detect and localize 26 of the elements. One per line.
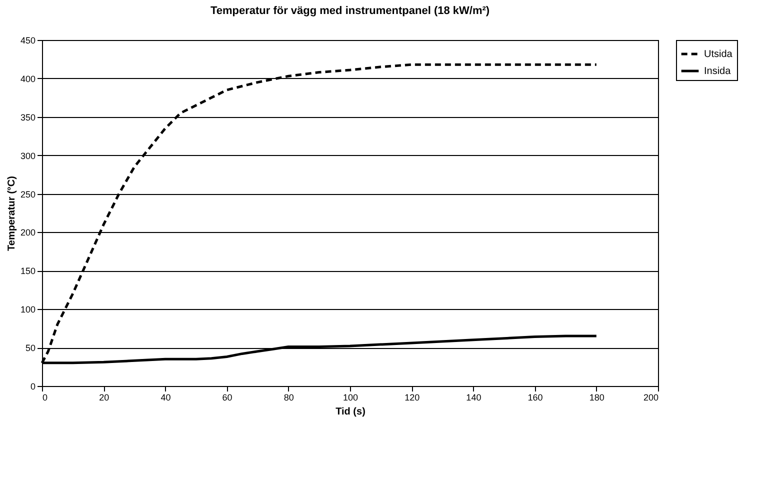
y-tick-label: 50 (25, 343, 36, 354)
x-tick-label: 200 (643, 392, 658, 402)
y-tick-label: 250 (20, 189, 36, 200)
x-tick-label: 100 (342, 392, 358, 402)
legend-label: Insida (704, 66, 732, 77)
x-tick-label: 120 (404, 392, 420, 402)
x-tick-label: 60 (222, 392, 232, 402)
x-tick-label: 160 (528, 392, 543, 402)
x-tick-label: 40 (160, 392, 171, 402)
y-axis-title: Temperatur (°C) (6, 176, 18, 251)
y-tick-label: 350 (20, 112, 36, 122)
legend-label: Utsida (704, 49, 733, 60)
y-tick-label: 200 (20, 228, 36, 238)
y-tick-label: 450 (20, 36, 36, 46)
y-tick-label: 300 (20, 150, 36, 161)
y-tick-label: 150 (20, 266, 36, 276)
y-tick-label: 400 (20, 74, 36, 84)
x-tick-label: 20 (99, 392, 110, 402)
x-axis-title: Tid (s) (336, 406, 366, 418)
x-tick-label: 0 (42, 392, 48, 402)
x-tick-label: 180 (589, 392, 604, 402)
y-tick-label: 0 (30, 382, 36, 392)
x-tick-label: 80 (284, 392, 294, 402)
chart-title: Temperatur för vägg med instrumentpanel (18 kW/m²) (210, 5, 490, 17)
y-tick-label: 100 (20, 304, 36, 315)
x-tick-label: 140 (466, 392, 482, 402)
